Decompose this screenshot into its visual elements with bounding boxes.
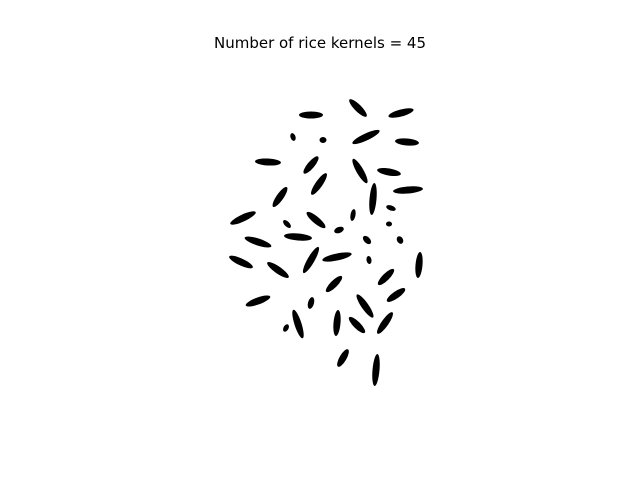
- rice-kernel: [267, 262, 289, 278]
- rice-kernel: [244, 236, 272, 248]
- rice-kernel: [362, 235, 372, 245]
- rice-kernel: [302, 246, 320, 274]
- rice-kernel: [369, 183, 377, 215]
- rice-kernel: [303, 156, 319, 174]
- rice-kernel: [386, 221, 392, 227]
- rice-kernel: [307, 297, 315, 309]
- rice-kernel: [377, 268, 395, 286]
- rice-kernel: [386, 205, 396, 211]
- rice-kernel: [356, 294, 374, 318]
- rice-kernel: [415, 252, 423, 278]
- rice-kernel: [306, 211, 326, 229]
- figure-title: Number of rice kernels = 45: [213, 34, 427, 52]
- rice-kernel: [388, 108, 414, 118]
- rice-kernel: [229, 255, 253, 269]
- rice-kernel: [366, 256, 372, 264]
- rice-kernel: [348, 316, 366, 334]
- rice-kernel: [349, 99, 367, 117]
- rice-kernel: [299, 111, 323, 119]
- rice-kernel: [395, 138, 419, 146]
- rice-kernel: [230, 211, 256, 225]
- rice-kernel: [377, 167, 401, 177]
- rice-kernel: [372, 354, 380, 386]
- rice-kernel: [283, 324, 289, 332]
- rice-kernel: [319, 137, 327, 143]
- rice-kernel: [396, 236, 404, 244]
- rice-kernel: [377, 312, 393, 334]
- rice-kernel: [322, 252, 352, 262]
- rice-kernel: [337, 349, 349, 367]
- rice-kernel: [393, 186, 423, 194]
- rice-kernel: [245, 295, 271, 307]
- rice-kernel: [352, 158, 368, 184]
- rice-kernel: [283, 220, 291, 228]
- rice-kernel: [352, 129, 380, 145]
- rice-kernel: [333, 310, 341, 336]
- rice-kernel: [292, 309, 304, 339]
- rice-kernel: [334, 226, 344, 234]
- rice-kernel: [290, 133, 296, 141]
- rice-kernel: [255, 158, 281, 166]
- rice-kernels: [229, 99, 423, 386]
- rice-kernel: [350, 209, 356, 221]
- rice-kernel: [272, 186, 288, 208]
- rice-kernel: [311, 173, 327, 195]
- rice-kernel: [386, 288, 406, 302]
- rice-kernel: [284, 233, 312, 241]
- rice-kernel: [325, 275, 343, 293]
